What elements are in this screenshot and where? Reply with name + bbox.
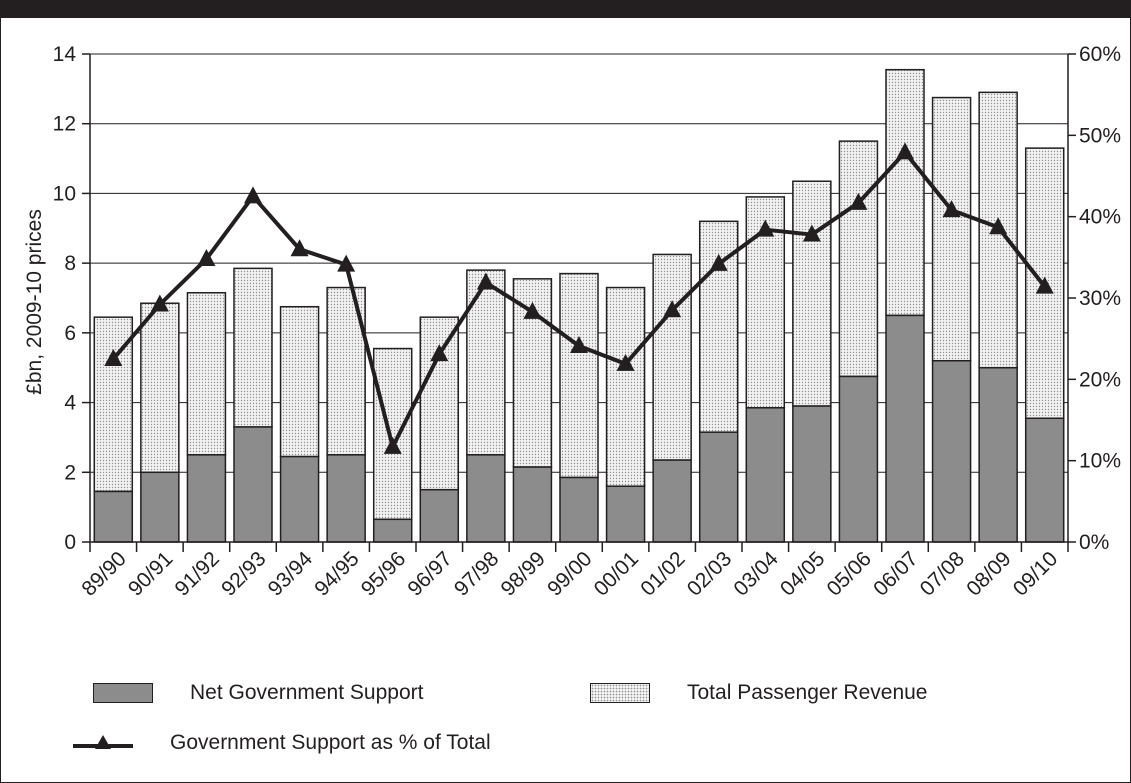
- bar-net-support: [512, 466, 553, 543]
- x-tick-label: 95/96: [357, 547, 410, 600]
- bar-net-support: [372, 518, 413, 543]
- bar-net-support: [1024, 417, 1065, 543]
- bar-net-support: [745, 407, 786, 543]
- y2-tick-label: 30%: [1079, 287, 1121, 310]
- bar-passenger-revenue: [279, 305, 320, 458]
- point-marker: [709, 253, 728, 271]
- bar-passenger-revenue: [372, 347, 413, 521]
- point-marker: [849, 192, 868, 210]
- bar-net-support: [698, 431, 739, 543]
- x-tick-label: 90/91: [124, 547, 177, 600]
- point-marker: [104, 349, 123, 366]
- x-tick-label: 91/92: [171, 547, 224, 600]
- bar-passenger-revenue: [512, 278, 553, 468]
- x-tick-label: 94/95: [310, 547, 363, 600]
- point-marker: [1035, 276, 1054, 294]
- y-tick-label: 8: [64, 252, 76, 275]
- y-axis-label: £bn, 2009-10 prices: [23, 209, 46, 395]
- y2-tick-label: 40%: [1079, 206, 1121, 229]
- x-tick-label: 08/09: [962, 547, 1015, 600]
- x-tick-label: 04/05: [776, 547, 829, 600]
- y2-tick-label: 10%: [1079, 450, 1121, 473]
- x-tick-label: 98/99: [497, 547, 550, 600]
- bar-net-support: [186, 454, 227, 543]
- bar-net-support: [419, 488, 460, 543]
- x-tick-label: 06/07: [869, 547, 922, 600]
- y-tick-label: 4: [64, 392, 76, 415]
- bar-passenger-revenue: [931, 96, 972, 362]
- bar-passenger-revenue: [559, 272, 599, 479]
- x-tick-label: 99/00: [543, 547, 596, 600]
- bar-passenger-revenue: [233, 267, 273, 428]
- point-marker: [290, 239, 309, 257]
- bar-net-support: [652, 459, 692, 543]
- x-tick-label: 92/93: [217, 547, 270, 600]
- bar-passenger-revenue: [885, 68, 925, 317]
- bar-net-support: [838, 375, 879, 543]
- bar-passenger-revenue: [186, 292, 227, 456]
- point-marker: [337, 254, 356, 272]
- bar-passenger-revenue: [652, 253, 692, 461]
- y-tick-label: 2: [64, 461, 76, 484]
- bar-passenger-revenue: [838, 140, 879, 378]
- x-tick-label: 96/97: [403, 547, 456, 600]
- bar-net-support: [233, 426, 273, 543]
- bar-net-support: [140, 471, 180, 543]
- bar-passenger-revenue: [792, 180, 832, 407]
- y-tick-label: 0: [64, 531, 76, 554]
- point-marker: [476, 272, 495, 290]
- x-tick-label: 05/06: [823, 547, 876, 600]
- point-marker: [197, 248, 216, 266]
- point-marker: [244, 186, 262, 204]
- point-marker: [896, 142, 914, 160]
- bar-passenger-revenue: [419, 316, 460, 491]
- point-marker: [756, 219, 775, 237]
- bar-passenger-revenue: [140, 302, 180, 474]
- y-tick-label: 12: [53, 113, 76, 136]
- point-marker: [523, 301, 542, 319]
- bar-net-support: [978, 366, 1018, 543]
- bar-net-support: [559, 476, 599, 543]
- x-tick-label: 97/98: [450, 547, 503, 600]
- y-tick-label: 14: [53, 43, 77, 66]
- x-tick-label: 03/04: [729, 547, 783, 601]
- bar-net-support: [792, 405, 832, 543]
- y2-tick-label: 0%: [1079, 531, 1109, 554]
- bar-net-support: [605, 485, 646, 543]
- bar-net-support: [279, 455, 320, 543]
- y-tick-label: 10: [53, 182, 76, 205]
- y2-tick-label: 60%: [1079, 43, 1121, 66]
- point-marker: [430, 344, 449, 362]
- point-marker: [663, 300, 682, 318]
- y-tick-label: 6: [64, 322, 76, 345]
- point-marker: [570, 335, 588, 353]
- bar-passenger-revenue: [466, 269, 506, 456]
- x-tick-label: 89/90: [77, 547, 130, 600]
- support-percent-line: [104, 142, 1054, 454]
- x-tick-label: 00/01: [590, 547, 643, 600]
- point-marker: [383, 436, 402, 454]
- y2-tick-label: 20%: [1079, 368, 1121, 391]
- point-marker: [802, 224, 821, 242]
- y2-tick-label: 50%: [1079, 124, 1121, 147]
- top-bar: [0, 0, 1131, 18]
- point-marker: [150, 294, 169, 312]
- x-tick-label: 01/02: [636, 547, 689, 600]
- x-tick-label: 07/08: [916, 547, 969, 600]
- bar-net-support: [931, 359, 972, 543]
- bar-net-support: [326, 454, 366, 543]
- bar-net-support: [885, 314, 925, 543]
- x-tick-label: 09/10: [1009, 547, 1062, 600]
- bar-net-support: [93, 490, 134, 543]
- point-marker: [942, 200, 961, 218]
- bar-passenger-revenue: [605, 286, 646, 487]
- point-marker: [989, 217, 1008, 235]
- bar-net-support: [466, 454, 506, 543]
- x-tick-label: 02/03: [683, 547, 736, 600]
- point-marker: [616, 353, 635, 371]
- x-tick-label: 93/94: [264, 547, 318, 601]
- bars: [93, 68, 1065, 543]
